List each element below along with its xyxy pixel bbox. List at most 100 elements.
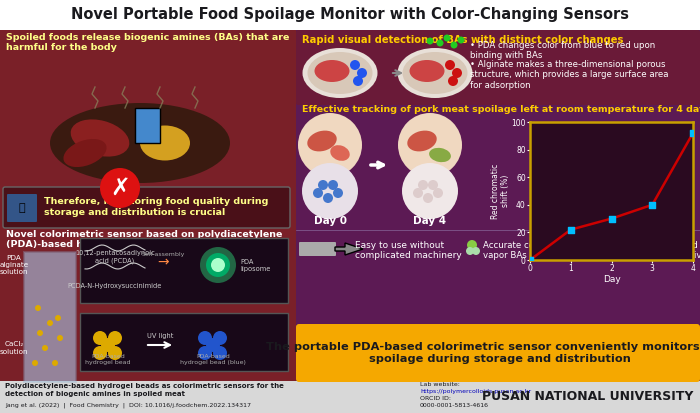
FancyBboxPatch shape	[3, 187, 290, 228]
Circle shape	[353, 76, 363, 86]
Text: ✗: ✗	[110, 176, 130, 200]
Circle shape	[93, 331, 107, 345]
Circle shape	[42, 345, 48, 351]
Circle shape	[437, 40, 444, 47]
Ellipse shape	[429, 148, 451, 162]
Text: Therefore, monitoring food quality during
storage and distribution is crucial: Therefore, monitoring food quality durin…	[44, 197, 268, 217]
Text: PDA
liposome: PDA liposome	[240, 259, 270, 271]
Ellipse shape	[307, 131, 337, 152]
Point	[647, 202, 658, 208]
Circle shape	[466, 247, 474, 255]
Circle shape	[467, 240, 477, 250]
Text: • PDA changes color from blue to red upon
binding with BAs: • PDA changes color from blue to red upo…	[470, 41, 655, 60]
Text: Day 0: Day 0	[314, 216, 346, 226]
Text: Day 4: Day 4	[414, 216, 447, 226]
Circle shape	[426, 38, 433, 45]
Circle shape	[413, 188, 423, 198]
Ellipse shape	[307, 52, 372, 94]
Circle shape	[451, 41, 458, 48]
Circle shape	[472, 247, 480, 255]
Ellipse shape	[71, 119, 130, 157]
Text: https://polymercolloids.pusan.ac.kr: https://polymercolloids.pusan.ac.kr	[420, 389, 531, 394]
Text: Easy to use without
complicated machinery: Easy to use without complicated machiner…	[355, 241, 462, 261]
Circle shape	[458, 36, 465, 43]
X-axis label: Day: Day	[603, 275, 620, 284]
FancyBboxPatch shape	[296, 30, 700, 381]
Text: PUSAN NATIONAL UNIVERSITY: PUSAN NATIONAL UNIVERSITY	[482, 391, 693, 404]
Ellipse shape	[50, 103, 230, 183]
Text: Self-assembly: Self-assembly	[141, 252, 185, 257]
Circle shape	[333, 188, 343, 198]
FancyBboxPatch shape	[296, 324, 700, 382]
Point	[606, 215, 617, 222]
Circle shape	[35, 305, 41, 311]
Circle shape	[423, 193, 433, 203]
Text: UV light: UV light	[147, 333, 173, 339]
Text: CaCl₂
solution: CaCl₂ solution	[0, 342, 28, 354]
Circle shape	[433, 188, 443, 198]
Circle shape	[448, 76, 458, 86]
Circle shape	[101, 338, 115, 352]
Circle shape	[328, 180, 338, 190]
Circle shape	[206, 338, 220, 352]
Text: PDA
alginate
solution: PDA alginate solution	[0, 255, 29, 275]
Point	[565, 226, 576, 233]
Text: Lab website:: Lab website:	[420, 382, 460, 387]
Circle shape	[100, 168, 140, 208]
FancyBboxPatch shape	[80, 238, 288, 303]
Circle shape	[198, 346, 212, 360]
Circle shape	[418, 180, 428, 190]
FancyBboxPatch shape	[0, 381, 700, 413]
Text: Novel colorimetric sensor based on polydiacetylene
(PDA)-based hydrogel beads: Novel colorimetric sensor based on polyd…	[6, 230, 282, 249]
FancyBboxPatch shape	[7, 194, 37, 222]
Text: PCDA-N-Hydroxysuccinimide: PCDA-N-Hydroxysuccinimide	[68, 283, 162, 289]
Text: Spoiled foods release biogenic amines (BAs) that are
harmful for the body: Spoiled foods release biogenic amines (B…	[6, 33, 289, 52]
FancyBboxPatch shape	[80, 313, 288, 371]
Circle shape	[428, 180, 438, 190]
Circle shape	[445, 60, 455, 70]
Text: Accurate colorimetric detection of both liquid and
vapor BAs (cadaverine and pro: Accurate colorimetric detection of both …	[483, 241, 700, 261]
Circle shape	[357, 68, 367, 78]
Polygon shape	[25, 253, 75, 381]
Text: Rapid visual detection of BAs with distinct color changes: Rapid visual detection of BAs with disti…	[302, 35, 624, 45]
Circle shape	[206, 253, 230, 277]
Ellipse shape	[302, 48, 377, 98]
Text: Jang et al. (2022)  |  Food Chemistry  |  DOI: 10.1016/j.foodchem.2022.134317: Jang et al. (2022) | Food Chemistry | DO…	[5, 403, 251, 408]
Text: detection of biogenic amines in spoiled meat: detection of biogenic amines in spoiled …	[5, 391, 185, 397]
Circle shape	[37, 330, 43, 336]
FancyBboxPatch shape	[24, 252, 76, 382]
Text: 0000-0001-5813-4616: 0000-0001-5813-4616	[420, 403, 489, 408]
Circle shape	[211, 258, 225, 272]
FancyArrow shape	[335, 243, 363, 255]
Circle shape	[108, 331, 122, 345]
Circle shape	[55, 315, 61, 321]
Circle shape	[213, 331, 227, 345]
Circle shape	[198, 331, 212, 345]
Text: Effective tracking of pork meat spoilage left at room temperature for 4 days: Effective tracking of pork meat spoilage…	[302, 105, 700, 114]
Text: 🔍: 🔍	[19, 203, 25, 213]
Text: The portable PDA-based colorimetric sensor conveniently monitors food
spoilage d: The portable PDA-based colorimetric sens…	[267, 342, 700, 364]
FancyBboxPatch shape	[0, 0, 700, 30]
FancyBboxPatch shape	[135, 108, 160, 143]
Ellipse shape	[410, 60, 444, 82]
Ellipse shape	[402, 52, 468, 94]
Circle shape	[298, 113, 362, 177]
Circle shape	[313, 188, 323, 198]
Text: →: →	[158, 255, 169, 269]
Ellipse shape	[140, 126, 190, 161]
Circle shape	[93, 346, 107, 360]
Y-axis label: Red chromatic
shift (%): Red chromatic shift (%)	[491, 164, 510, 218]
Text: Novel Portable Food Spoilage Monitor with Color-Changing Sensors: Novel Portable Food Spoilage Monitor wit…	[71, 7, 629, 22]
Ellipse shape	[64, 139, 106, 167]
Circle shape	[318, 180, 328, 190]
Circle shape	[350, 60, 360, 70]
Text: Polydiacetylene-based hydrogel beads as colorimetric sensors for the: Polydiacetylene-based hydrogel beads as …	[5, 383, 284, 389]
Text: PDA-based
hydrogel bead: PDA-based hydrogel bead	[85, 354, 131, 365]
Circle shape	[108, 346, 122, 360]
Text: • Alginate makes a three-dimensional porous
structure, which provides a large su: • Alginate makes a three-dimensional por…	[470, 60, 668, 90]
Point	[524, 257, 536, 263]
Circle shape	[398, 113, 462, 177]
Circle shape	[213, 346, 227, 360]
FancyBboxPatch shape	[296, 30, 700, 105]
Circle shape	[402, 163, 458, 219]
